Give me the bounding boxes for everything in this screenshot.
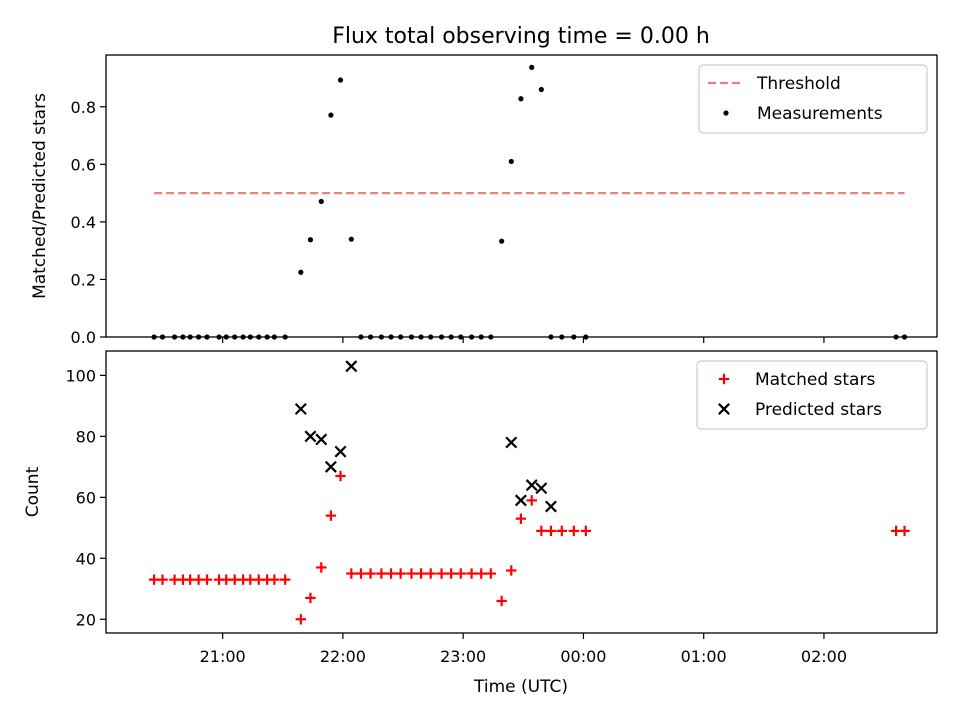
matched-point — [506, 565, 517, 576]
matched-point — [466, 568, 477, 579]
measurement-point — [318, 198, 324, 205]
matched-point — [425, 568, 436, 579]
measurement-point — [508, 158, 514, 165]
count-series-x — [294, 360, 557, 513]
legend-box — [698, 64, 928, 134]
matched-point — [157, 574, 168, 585]
ratio-y-tick-label: 0.6 — [71, 155, 96, 174]
matched-point — [335, 470, 346, 482]
legend-label: Measurements — [757, 104, 883, 124]
legend-label: Threshold — [756, 74, 841, 94]
ratio-y-axis-label: Matched/Predicted stars — [30, 93, 50, 299]
predicted-point — [505, 436, 518, 449]
matched-point — [316, 562, 327, 573]
matched-point — [355, 568, 367, 579]
legend-dot-swatch — [723, 110, 729, 116]
matched-point — [568, 525, 580, 537]
ratio-legend: Threshold Measurements — [698, 64, 928, 134]
count-y-axis-label: Count — [23, 466, 43, 517]
matched-point — [376, 568, 387, 579]
predicted-point — [525, 479, 538, 492]
predicted-point — [544, 500, 557, 513]
count-legend: Matched stars Predicted stars — [696, 360, 928, 430]
predicted-point — [304, 430, 317, 443]
measurement-point — [348, 236, 354, 242]
count-plot-frame — [105, 350, 938, 634]
matched-point — [269, 574, 280, 585]
matched-point — [406, 568, 417, 579]
matched-point — [476, 568, 487, 579]
measurement-point — [499, 238, 505, 244]
x-tick-label: 21:00 — [200, 647, 246, 666]
ratio-y-tick-label: 0.2 — [71, 270, 96, 289]
ratio-plot-frame — [105, 54, 938, 338]
matched-point — [395, 568, 406, 579]
matched-point — [385, 568, 397, 579]
legend-plus-swatch — [718, 373, 730, 385]
chart-title: Flux total observing time = 0.00 h — [332, 24, 710, 49]
matched-point — [365, 568, 376, 579]
x-tick-label: 22:00 — [320, 647, 366, 666]
count-panel: 20 40 60 80 100 Count 21:00 22:00 23:00 00:00 01:0… — [23, 350, 938, 666]
count-series-plus — [148, 470, 910, 625]
ratio-y-tick-label: 0.0 — [71, 328, 96, 347]
matched-point — [536, 525, 547, 537]
measurement-point — [328, 112, 334, 118]
measurement-point — [298, 269, 304, 275]
x-tick-label: 02:00 — [801, 647, 847, 666]
x-tick-label: 23:00 — [440, 647, 486, 666]
predicted-point — [345, 360, 358, 373]
x-tick-label: 01:00 — [681, 647, 727, 666]
matched-point — [201, 574, 213, 585]
measurement-point — [518, 96, 524, 102]
count-y-tick-label: 100 — [65, 366, 96, 385]
matched-point — [580, 525, 592, 537]
predicted-point — [294, 402, 307, 415]
x-axis-label: Time (UTC) — [473, 677, 568, 697]
matched-point — [485, 568, 497, 579]
matched-point — [305, 592, 316, 604]
count-y-tick-label: 60 — [76, 488, 96, 507]
ratio-panel: 0.0 0.2 0.4 0.6 0.8 Matched/Predicted stars Th… — [30, 54, 938, 347]
matched-point — [899, 525, 910, 537]
matched-point — [279, 574, 291, 585]
matched-point — [526, 495, 537, 506]
matched-point — [515, 513, 527, 524]
measurement-point — [337, 77, 344, 83]
count-y-tick-label: 80 — [76, 427, 96, 446]
count-y-tick-label: 20 — [76, 610, 96, 629]
legend-x-swatch — [718, 403, 730, 415]
legend-box — [696, 360, 928, 430]
matched-point — [415, 568, 427, 579]
matched-point — [325, 510, 337, 521]
measurement-point — [529, 64, 535, 70]
ratio-y-tick-label: 0.4 — [71, 213, 96, 232]
ratio-y-tick-label: 0.8 — [71, 98, 96, 117]
matched-point — [346, 568, 357, 579]
predicted-point — [514, 494, 527, 507]
matched-point — [545, 525, 557, 537]
matched-point — [556, 525, 567, 537]
matched-point — [445, 568, 457, 579]
predicted-point — [315, 433, 328, 446]
legend-label: Predicted stars — [755, 400, 882, 420]
measurement-point — [307, 237, 314, 243]
count-y-tick-label: 40 — [76, 549, 96, 568]
predicted-point — [324, 460, 337, 473]
predicted-point — [334, 445, 347, 458]
x-tick-label: 00:00 — [560, 647, 606, 666]
matched-point — [455, 568, 466, 579]
predicted-point — [535, 482, 548, 495]
matched-point — [496, 595, 507, 607]
matched-point — [436, 568, 447, 579]
matched-point — [295, 614, 307, 625]
measurement-point — [538, 86, 544, 93]
legend-label: Matched stars — [755, 370, 875, 390]
